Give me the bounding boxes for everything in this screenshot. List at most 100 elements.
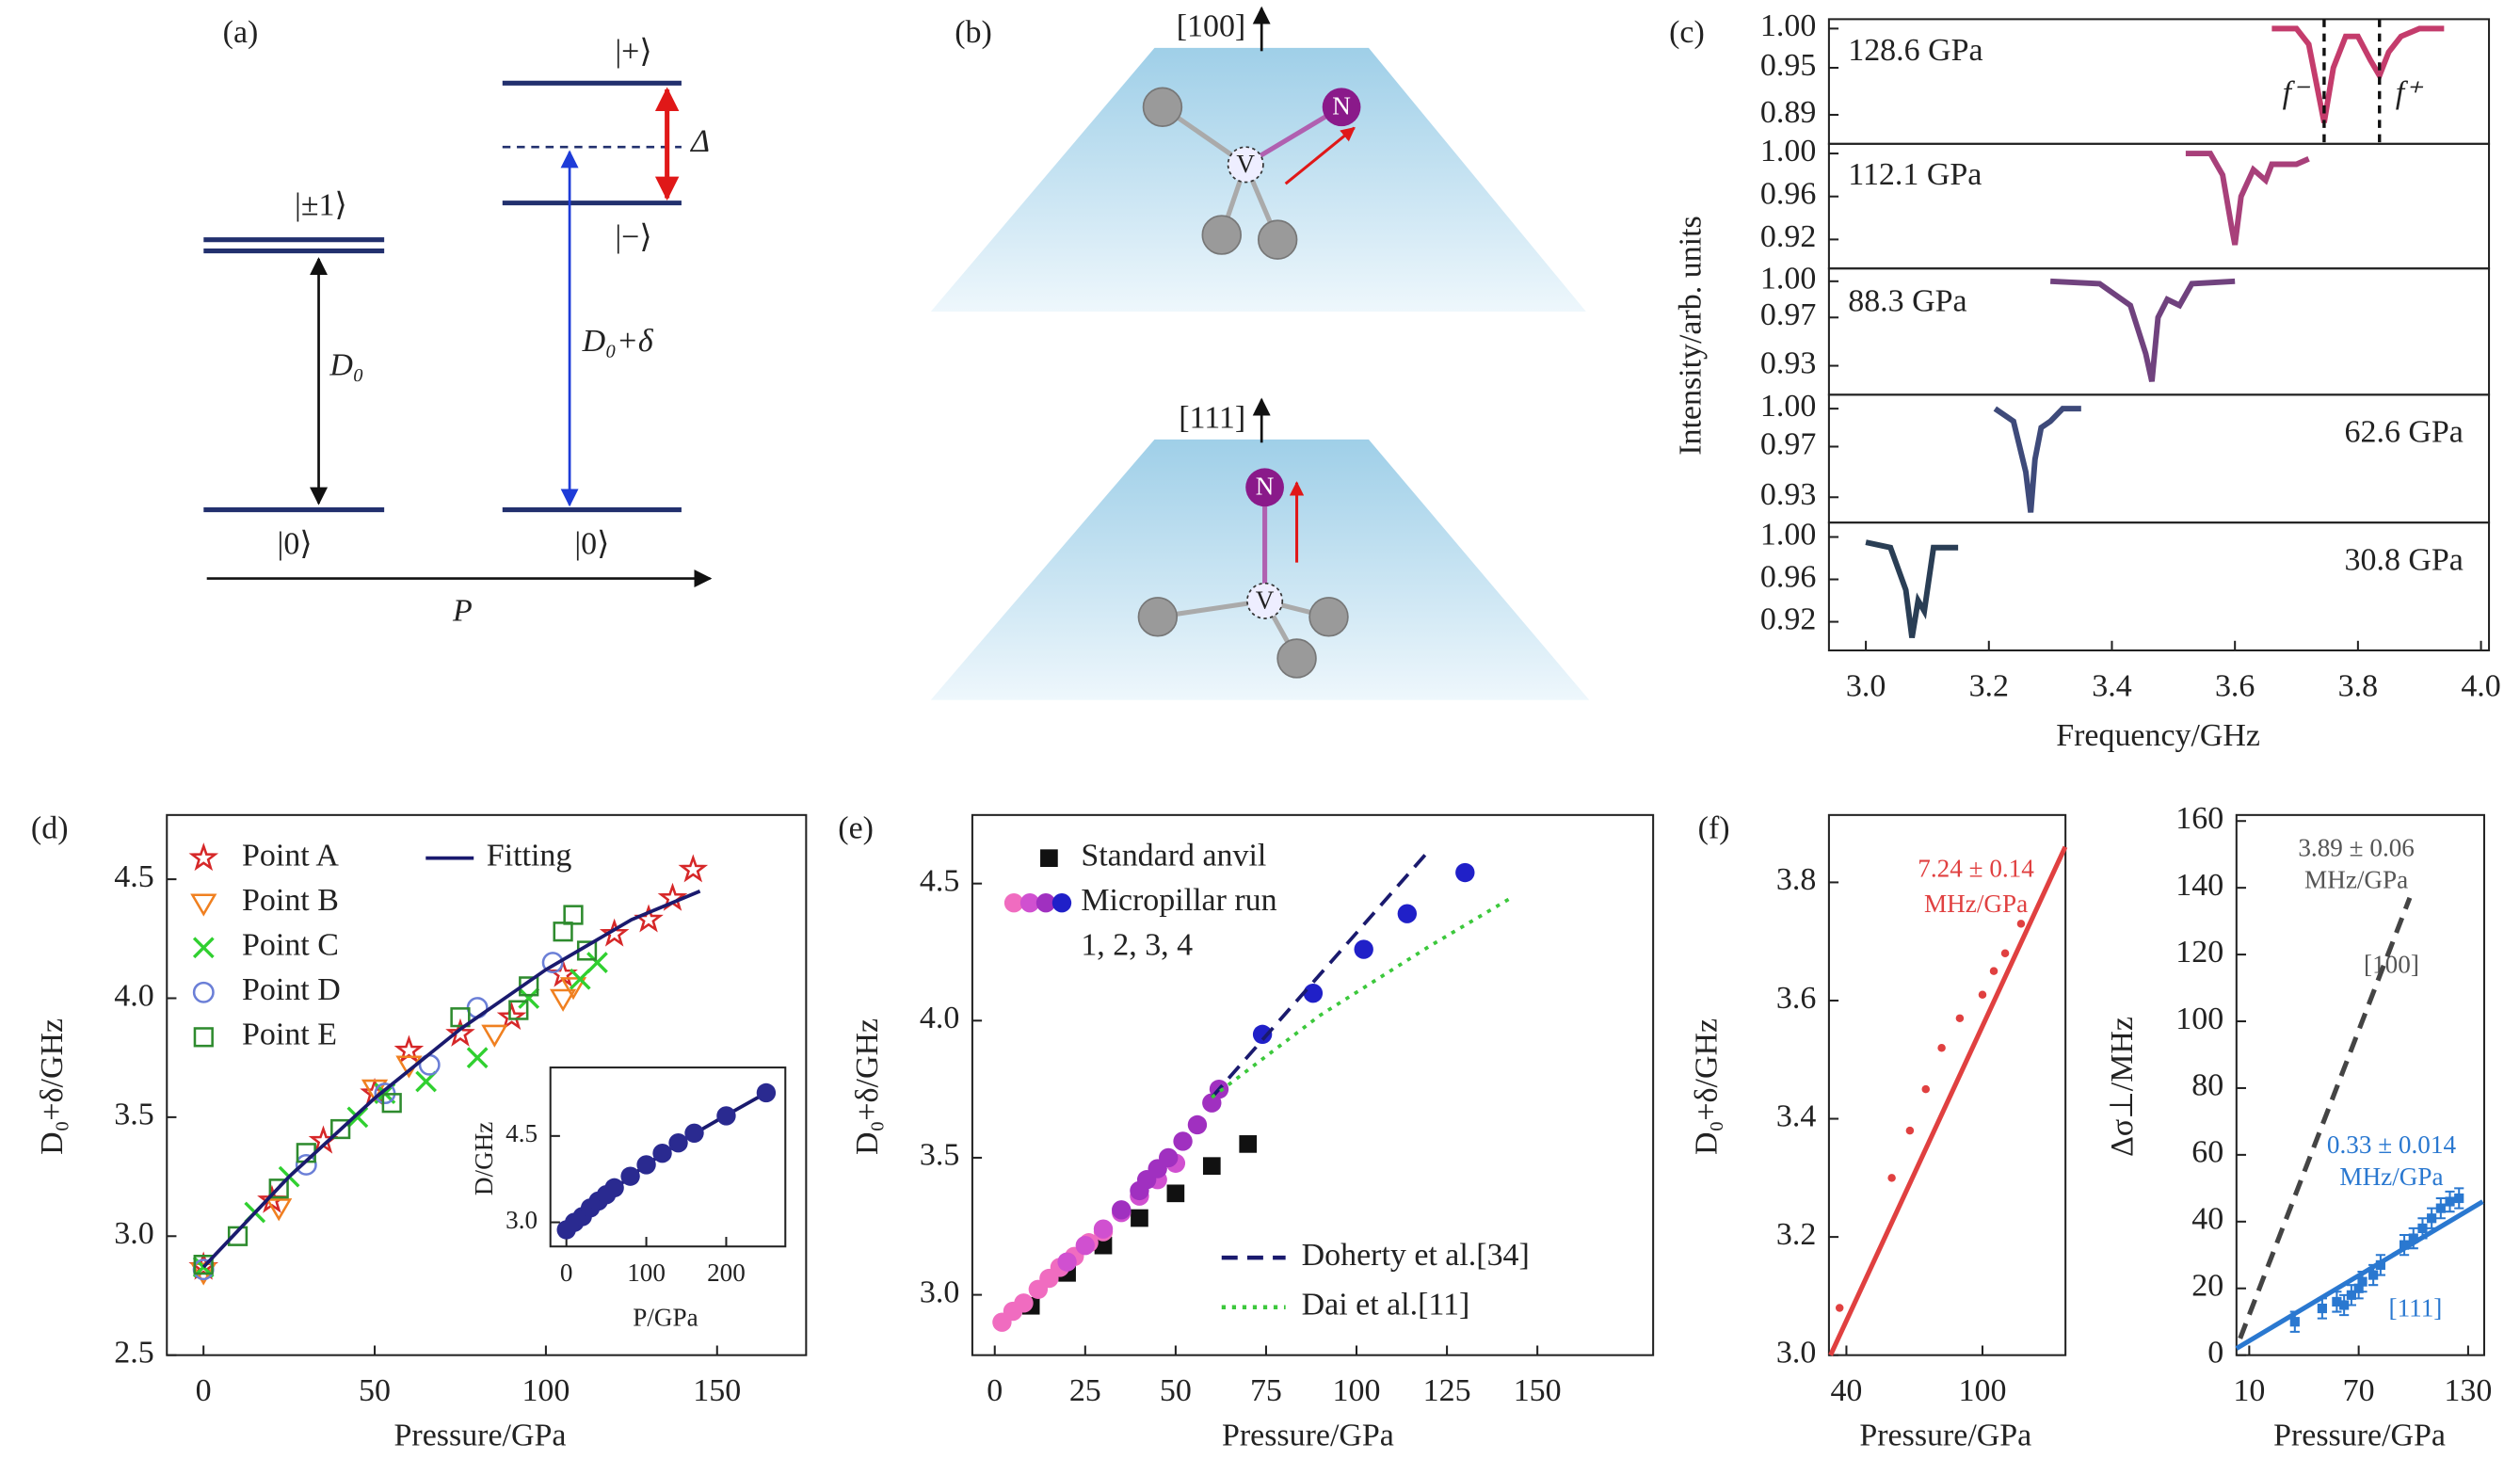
series-line [1210,849,1431,1099]
marker [2346,1290,2356,1300]
legend-label: Point D [242,972,341,1007]
x-tick-label: 40 [1830,1373,1862,1408]
panel-label: (a) [223,15,259,50]
x-tick-label: 100 [627,1259,666,1287]
marker [2445,1196,2455,1207]
carbon-atoms [1137,87,1349,679]
marker [393,1034,425,1064]
marker [1166,1184,1185,1203]
y-tick-label: 4.0 [920,1001,959,1035]
y-tick-label: 3.5 [920,1138,959,1173]
nitrogen-atom [1245,468,1284,507]
y-tick-label: 4.0 [114,978,153,1013]
marker [2454,1193,2464,1204]
y-tick-label: 1.00 [1760,517,1816,552]
x-tick-label: 10 [2233,1373,2265,1408]
y-tick-label: 1.00 [1760,134,1816,168]
y-axis-label: Δσ⊥/MHz [2105,1017,2140,1157]
marker [2000,949,2010,957]
annotation: 0.33 ± 0.014 [2327,1130,2457,1159]
marker [563,905,584,925]
legend-label: Point E [242,1018,337,1052]
plot-frame [1827,521,2491,651]
level-label: |0⟩ [574,526,609,561]
x-tick-label: 4.0 [2461,669,2500,704]
level-label: |+⟩ [615,35,651,70]
y-tick-label: 3.4 [1776,1098,1816,1133]
marker [620,1166,640,1186]
x-tick-label: 150 [1514,1373,1562,1408]
marker [330,1118,351,1140]
marker [604,1178,624,1198]
marker [586,952,608,973]
panel-a: (a) |±1⟩ |0⟩ |+⟩ |−⟩ |0⟩ D₀ D₀+δ Δ P [203,15,713,629]
level-label: |±1⟩ [295,188,347,223]
marker [1887,1174,1896,1182]
x-tick-label: 125 [1423,1373,1471,1408]
legend-label: Standard anvil [1081,838,1266,873]
marker [1057,1252,1077,1272]
vacancy [1246,582,1284,619]
plot-frame [549,1066,787,1248]
legend-marker [193,1027,214,1048]
direction-label: [100] [1177,8,1246,43]
marker [445,1018,475,1047]
marker [2427,1213,2437,1224]
x-axis-label: Frequency/GHz [2056,718,2260,753]
marker [1835,1304,1844,1312]
marker [599,918,630,947]
marker [2317,1303,2327,1314]
marker [1131,1209,1148,1227]
legend-marker [1040,849,1058,868]
y-tick-label: 160 [2175,801,2223,836]
atom-label: N [1332,92,1351,120]
annotation: 30.8 GPa [2345,542,2464,577]
y-tick-label: 1.00 [1760,389,1816,424]
y-tick-label: 1.00 [1760,8,1816,43]
marker [756,1082,777,1103]
legend-marker [1003,893,1024,913]
y-tick-label: 3.0 [114,1216,153,1251]
legend-label: Micropillar run [1081,883,1276,918]
y-tick-label: 0.97 [1760,297,1816,332]
arrow-label: Δ [689,124,710,159]
energy-levels [203,80,682,513]
marker [2353,1283,2364,1293]
marker [2289,1317,2300,1327]
legend-label: Fitting [487,838,572,873]
y-tick-label: 3.5 [114,1098,153,1132]
y-tick-label: 3.8 [1776,862,1816,897]
legend-marker [190,893,217,917]
x-tick-label: 3.8 [2338,669,2378,704]
marker [2417,1223,2428,1233]
annotation: 7.24 ± 0.14 [1918,854,2034,882]
x-tick-label: 70 [2343,1373,2375,1408]
marker [1989,967,1998,975]
panel-label: (e) [838,811,874,846]
marker [381,1093,402,1114]
marker [268,1178,289,1199]
legend-marker [1035,893,1056,913]
plot-frame [2235,813,2485,1356]
marker [2339,1300,2350,1310]
direction-label: [111] [1179,400,1245,435]
x-tick-label: 0 [987,1373,1003,1408]
y-tick-label: 4.5 [920,863,959,898]
marker [295,1153,317,1176]
marker [2016,920,2026,928]
marker [450,1007,471,1028]
marker [466,1047,489,1069]
y-tick-label: 20 [2191,1269,2223,1304]
marker [1354,939,1373,959]
panel-b: (b) [100] [111] N V N V [930,6,1590,700]
spectrum [2185,151,2310,246]
y-tick-label: 4.5 [506,1119,538,1147]
marker [1303,983,1324,1003]
y-tick-label: 60 [2191,1135,2223,1170]
x-tick-label: 50 [359,1373,391,1408]
marker [636,1155,656,1175]
y-axis-label: D₀+δ/GHz [850,1018,885,1155]
series-line [2235,1199,2484,1351]
spectrum [1865,539,1959,638]
